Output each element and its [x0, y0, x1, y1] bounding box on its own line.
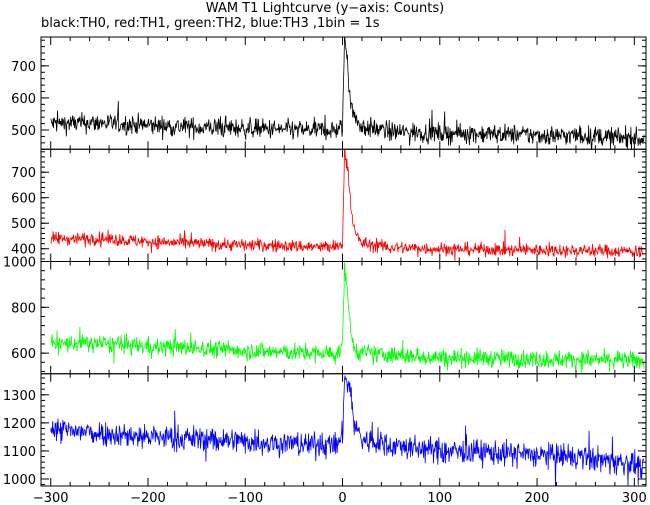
y-tick-label: 600: [11, 347, 36, 362]
y-tick-label: 1100: [3, 445, 36, 460]
y-tick-label: 800: [11, 301, 36, 316]
x-tick-label: 0: [338, 491, 346, 505]
panel-frame-th3: [40, 373, 647, 487]
series-line-th2: [50, 262, 645, 373]
y-tick-label: 500: [11, 217, 36, 232]
y-tick-label: 400: [11, 243, 36, 258]
y-tick-label: 1000: [3, 256, 36, 271]
x-tick-label: 300: [622, 491, 647, 505]
y-tick-label: 1000: [3, 473, 36, 488]
series-line-th3: [50, 375, 645, 486]
y-tick-label: 700: [11, 166, 36, 181]
y-tick-label: 700: [11, 60, 36, 75]
x-tick-label: −100: [227, 491, 263, 505]
x-tick-label: 100: [427, 491, 452, 505]
chart-title: WAM T1 Lightcurve (y−axis: Counts): [205, 1, 445, 16]
x-tick-label: −200: [130, 491, 166, 505]
y-tick-label: 600: [11, 92, 36, 107]
y-tick-label: 500: [11, 124, 36, 139]
x-tick-label: −300: [33, 491, 69, 505]
series-line-th1: [50, 149, 645, 262]
x-tick-label: 200: [525, 491, 550, 505]
series-line-th0: [50, 37, 645, 150]
y-tick-label: 1200: [3, 417, 36, 432]
chart-subtitle: black:TH0, red:TH1, green:TH2, blue:TH3 …: [41, 16, 380, 31]
y-tick-label: 600: [11, 192, 36, 207]
y-tick-label: 1300: [3, 389, 36, 404]
